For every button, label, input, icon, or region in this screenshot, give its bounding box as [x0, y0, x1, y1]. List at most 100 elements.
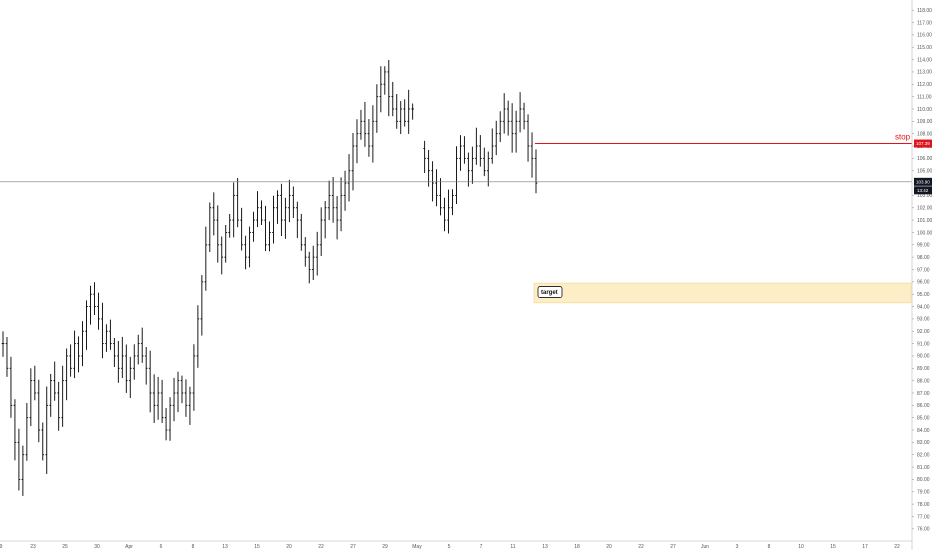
y-tick-label: 82.00 — [917, 453, 930, 459]
price-bar — [228, 213, 232, 238]
price-bar — [292, 186, 295, 219]
current-price-label: 103.90 — [916, 180, 930, 185]
price-bar — [387, 60, 391, 117]
price-bar — [124, 344, 128, 393]
y-tick-label: 87.00 — [917, 391, 930, 397]
price-bar — [176, 371, 180, 413]
price-bar — [272, 195, 275, 244]
x-tick-label: 15 — [254, 544, 260, 550]
price-bar — [486, 151, 490, 187]
y-tick-label: 80.00 — [917, 477, 930, 483]
price-bar — [248, 226, 251, 268]
price-bar — [101, 302, 104, 359]
x-tick-label: 9 — [0, 544, 3, 550]
y-tick-label: 92.00 — [917, 329, 930, 335]
y-tick-label: 102.00 — [917, 206, 932, 212]
price-bar — [41, 422, 45, 461]
price-bar — [204, 226, 208, 291]
price-bar — [355, 119, 359, 164]
price-bars — [1, 60, 538, 496]
y-tick-label: 83.00 — [917, 440, 930, 446]
y-tick-label: 113.00 — [917, 70, 932, 76]
y-tick-label: 106.00 — [917, 156, 932, 162]
x-tick-label: 25 — [62, 544, 68, 550]
x-tick-label: 15 — [830, 544, 836, 550]
price-bar — [423, 140, 426, 174]
price-bar — [109, 319, 112, 350]
y-tick-label: 109.00 — [917, 119, 932, 125]
price-bar — [81, 321, 84, 367]
price-bar — [113, 337, 116, 367]
x-axis[interactable]: 9 23 25 30 Apr 6 8 13 15 20 22 27 29 May 5 7 11 13 18 20 22 2… — [0, 544, 900, 550]
countdown-label: 13:42 — [917, 188, 929, 193]
y-tick-label: 91.00 — [917, 341, 930, 347]
price-bar — [244, 235, 247, 270]
price-bar — [467, 152, 470, 187]
y-tick-label: 86.00 — [917, 403, 930, 409]
x-tick-label: 13 — [542, 544, 548, 550]
price-bar — [216, 205, 220, 263]
y-axis[interactable]: 76.00 77.00 78.00 79.00 80.00 81.00 82.00 83.00… — [912, 8, 932, 533]
price-bar — [323, 201, 327, 239]
y-tick-label: 85.00 — [917, 415, 930, 421]
price-bar — [375, 84, 379, 133]
y-tick-label: 111.00 — [917, 94, 932, 100]
y-tick-label: 96.00 — [917, 280, 930, 286]
price-bar — [367, 119, 371, 157]
price-bar — [180, 375, 184, 404]
x-tick-label: 18 — [574, 544, 580, 550]
y-tick-label: 99.00 — [917, 243, 930, 249]
x-tick-label: 27 — [670, 544, 676, 550]
price-bar — [455, 146, 458, 205]
y-tick-label: 117.00 — [917, 20, 932, 26]
price-bar — [403, 99, 407, 127]
price-bar — [17, 428, 21, 491]
price-bar — [383, 66, 387, 95]
price-bar — [49, 373, 53, 417]
y-tick-label: 116.00 — [917, 33, 932, 39]
price-bar — [411, 103, 414, 120]
price-bar — [156, 376, 160, 420]
price-bar — [327, 180, 331, 221]
price-bar — [65, 348, 68, 401]
price-pills: 107.39 103.90 13:42 — [914, 139, 932, 195]
x-tick-label: 29 — [382, 544, 388, 550]
y-tick-label: 90.00 — [917, 354, 930, 360]
price-bar — [506, 100, 510, 136]
x-tick-label: 27 — [350, 544, 356, 550]
price-bar — [45, 386, 49, 475]
price-bar — [331, 177, 335, 223]
price-bar — [57, 381, 60, 431]
x-tick-label: 5 — [448, 544, 451, 550]
price-bar — [319, 207, 323, 256]
price-bar — [61, 365, 64, 427]
x-tick-label: Jun — [701, 544, 709, 550]
y-tick-label: 77.00 — [917, 514, 930, 520]
price-bar — [459, 135, 462, 171]
price-bar — [447, 189, 450, 234]
price-bar — [299, 213, 303, 251]
price-bar — [280, 183, 283, 236]
y-tick-label: 93.00 — [917, 317, 930, 323]
y-tick-label: 110.00 — [917, 107, 932, 113]
x-tick-label: 8 — [768, 544, 771, 550]
y-tick-label: 98.00 — [917, 255, 930, 261]
price-bar — [37, 379, 41, 443]
x-tick-label: Apr — [125, 544, 133, 550]
y-tick-label: 114.00 — [917, 57, 932, 63]
price-bar — [479, 135, 482, 167]
price-bar — [268, 221, 271, 252]
price-bar — [494, 120, 498, 156]
price-bar — [339, 177, 343, 232]
price-bar — [188, 386, 192, 425]
price-bar — [264, 205, 267, 252]
price-bar — [435, 169, 438, 207]
y-tick-label: 118.00 — [917, 8, 932, 14]
price-bar — [482, 147, 486, 177]
price-bar — [522, 102, 526, 130]
y-tick-label: 105.00 — [917, 169, 932, 175]
price-bar — [439, 178, 442, 216]
price-bar — [343, 170, 347, 211]
price-bar — [236, 177, 239, 228]
price-bar — [407, 89, 410, 134]
